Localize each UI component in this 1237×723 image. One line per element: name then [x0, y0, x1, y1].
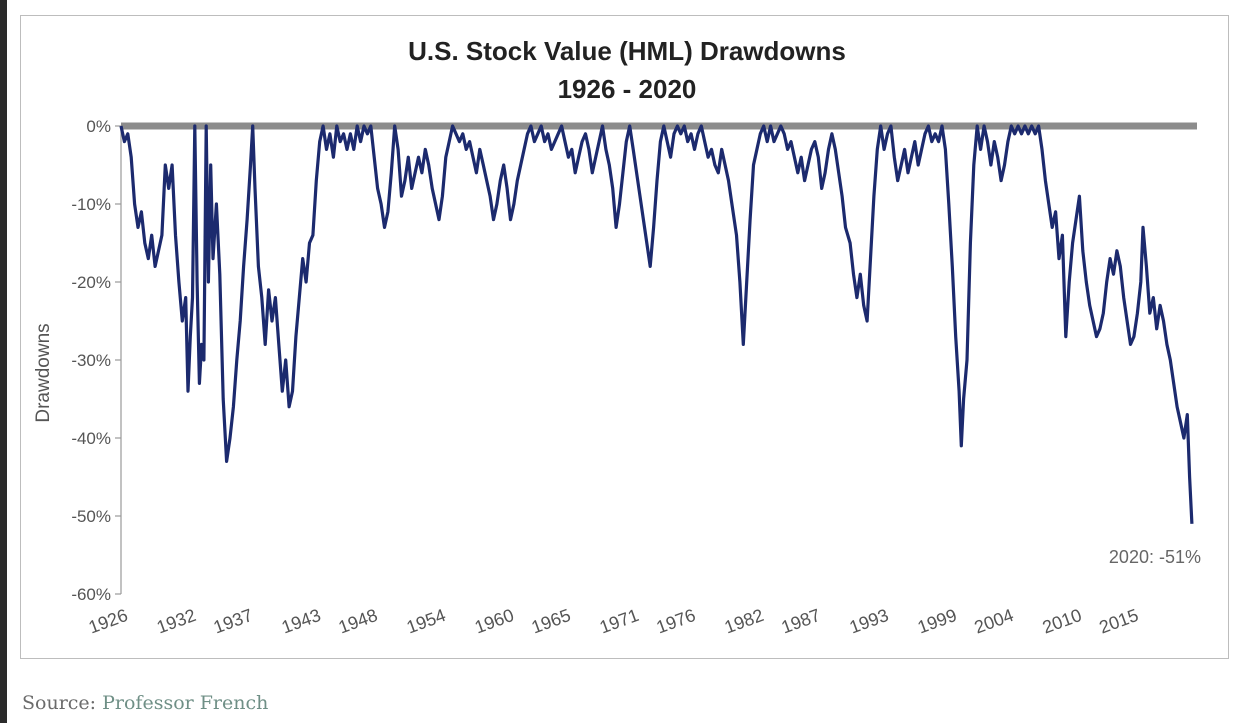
chart-subtitle: 1926 - 2020 — [558, 74, 697, 104]
x-tick-label: 1965 — [529, 605, 573, 637]
x-tick-label: 2015 — [1097, 605, 1141, 637]
y-tick-label: 0% — [86, 117, 111, 136]
x-tick-label: 1932 — [154, 605, 198, 637]
drawdown-series-line-0 — [119, 124, 1194, 524]
y-tick-label: -50% — [71, 507, 111, 526]
y-axis-label: Drawdowns — [33, 323, 54, 422]
final-value-annotation: 2020: -51% — [1109, 547, 1201, 567]
source-line: Source: Professor French — [22, 692, 268, 714]
axes: 0% -10% -20% -30% -40% -50% -60%1926 1932 1937 19… — [71, 117, 1141, 637]
y-tick-label: -60% — [71, 585, 111, 604]
x-tick-label: 1993 — [847, 605, 891, 637]
chart-title: U.S. Stock Value (HML) Drawdowns — [408, 36, 846, 66]
y-tick-label: -20% — [71, 273, 111, 292]
source-link[interactable]: Professor French — [102, 692, 269, 714]
x-tick-label: 1943 — [279, 605, 323, 637]
x-tick-label: 1948 — [336, 605, 380, 637]
y-tick-label: -40% — [71, 429, 111, 448]
x-tick-label: 2004 — [972, 605, 1016, 637]
x-tick-label: 1987 — [779, 605, 823, 637]
x-tick-label: 1926 — [86, 605, 130, 637]
x-tick-label: 1982 — [722, 605, 766, 637]
x-tick-label: 1954 — [404, 605, 448, 637]
x-tick-label: 1960 — [472, 605, 516, 637]
chart-frame: U.S. Stock Value (HML) Drawdowns 1926 - … — [20, 15, 1229, 659]
x-tick-label: 1971 — [597, 605, 641, 637]
x-tick-label: 1976 — [654, 605, 698, 637]
source-prefix: Source: — [22, 692, 103, 714]
x-tick-label: 2010 — [1040, 605, 1084, 637]
x-tick-label: 1999 — [915, 605, 959, 637]
y-tick-label: -30% — [71, 351, 111, 370]
x-tick-label: 1937 — [211, 605, 255, 637]
drawdown-chart: U.S. Stock Value (HML) Drawdowns 1926 - … — [33, 36, 1201, 637]
y-tick-label: -10% — [71, 195, 111, 214]
left-edge-bar — [0, 0, 7, 723]
series-group — [119, 124, 1194, 524]
